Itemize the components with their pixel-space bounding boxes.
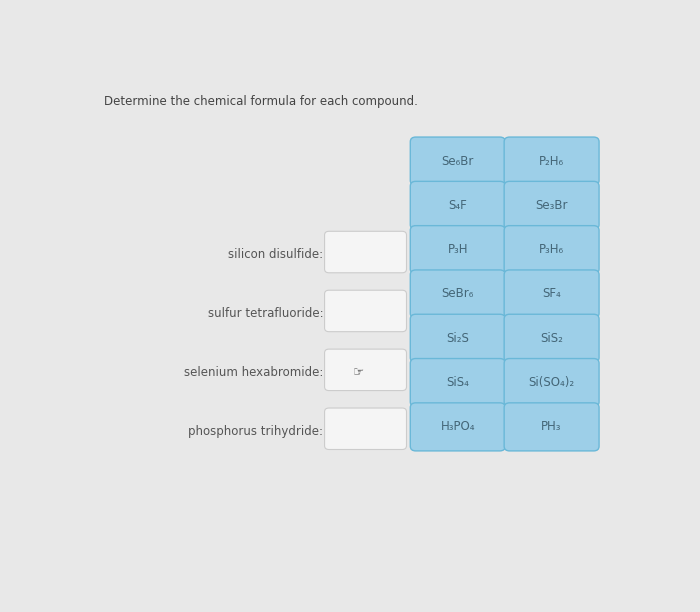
FancyBboxPatch shape — [504, 270, 599, 318]
FancyBboxPatch shape — [504, 137, 599, 185]
FancyBboxPatch shape — [410, 270, 505, 318]
Text: Si₂S: Si₂S — [447, 332, 469, 345]
Text: SF₄: SF₄ — [542, 288, 561, 300]
Text: P₃H: P₃H — [447, 243, 468, 256]
Text: P₂H₆: P₂H₆ — [539, 155, 564, 168]
FancyBboxPatch shape — [410, 226, 505, 274]
Text: S₄F: S₄F — [449, 199, 467, 212]
FancyBboxPatch shape — [325, 231, 407, 273]
Text: selenium hexabromide:: selenium hexabromide: — [184, 366, 323, 379]
Text: ☞: ☞ — [353, 366, 365, 379]
FancyBboxPatch shape — [410, 314, 505, 362]
Text: PH₃: PH₃ — [541, 420, 562, 433]
Text: phosphorus trihydride:: phosphorus trihydride: — [188, 425, 323, 438]
FancyBboxPatch shape — [504, 226, 599, 274]
Text: Si(SO₄)₂: Si(SO₄)₂ — [528, 376, 575, 389]
FancyBboxPatch shape — [410, 359, 505, 406]
FancyBboxPatch shape — [410, 137, 505, 185]
Text: SiS₂: SiS₂ — [540, 332, 563, 345]
Text: SeBr₆: SeBr₆ — [442, 288, 474, 300]
Text: P₃H₆: P₃H₆ — [539, 243, 564, 256]
FancyBboxPatch shape — [410, 403, 505, 451]
FancyBboxPatch shape — [410, 181, 505, 230]
Text: H₃PO₄: H₃PO₄ — [440, 420, 475, 433]
FancyBboxPatch shape — [504, 403, 599, 451]
FancyBboxPatch shape — [325, 349, 407, 390]
FancyBboxPatch shape — [504, 359, 599, 406]
FancyBboxPatch shape — [325, 408, 407, 449]
Text: Determine the chemical formula for each compound.: Determine the chemical formula for each … — [104, 95, 418, 108]
FancyBboxPatch shape — [504, 181, 599, 230]
FancyBboxPatch shape — [504, 314, 599, 362]
Text: SiS₄: SiS₄ — [447, 376, 469, 389]
Text: sulfur tetrafluoride:: sulfur tetrafluoride: — [208, 307, 323, 320]
Text: Se₆Br: Se₆Br — [442, 155, 474, 168]
FancyBboxPatch shape — [325, 290, 407, 332]
Text: Se₃Br: Se₃Br — [536, 199, 568, 212]
Text: silicon disulfide:: silicon disulfide: — [228, 248, 323, 261]
